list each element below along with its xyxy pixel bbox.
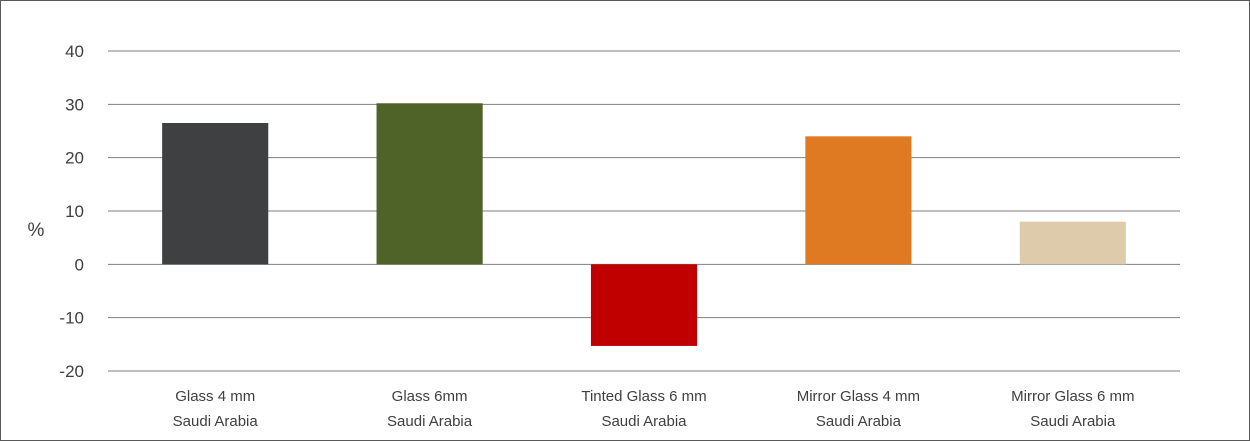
bar <box>1019 221 1126 265</box>
x-tick-label: Glass 4 mm <box>175 388 255 405</box>
y-axis-label: % <box>28 220 45 241</box>
x-tick-label: Saudi Arabia <box>1030 413 1116 430</box>
x-tick-labels: Glass 4 mm Saudi Arabia Glass 6mm Saudi Ara… <box>173 388 1135 430</box>
bar <box>162 123 269 265</box>
x-tick-label: Mirror Glass 4 mm <box>797 388 920 405</box>
x-tick-label: Saudi Arabia <box>816 413 902 430</box>
x-tick-label: Tinted Glass 6 mm <box>581 388 706 405</box>
y-tick-label: -10 <box>59 309 84 328</box>
y-tick-label: -20 <box>59 362 84 381</box>
bar <box>805 136 912 265</box>
x-tick-label: Glass 6mm <box>392 388 468 405</box>
bars <box>162 103 1126 346</box>
y-tick-label: 10 <box>65 202 84 221</box>
bar <box>590 264 698 346</box>
y-tick-label: 30 <box>65 95 84 114</box>
y-tick-label: 0 <box>75 255 84 274</box>
x-tick-label: Saudi Arabia <box>387 413 473 430</box>
bar <box>376 103 483 265</box>
y-tick-label: 20 <box>65 149 84 168</box>
x-tick-label: Mirror Glass 6 mm <box>1011 388 1134 405</box>
y-tick-labels: 40 30 20 10 0 -10 -20 <box>59 42 84 381</box>
x-tick-label: Saudi Arabia <box>601 413 687 430</box>
x-tick-label: Saudi Arabia <box>173 413 259 430</box>
y-tick-label: 40 <box>65 42 84 61</box>
